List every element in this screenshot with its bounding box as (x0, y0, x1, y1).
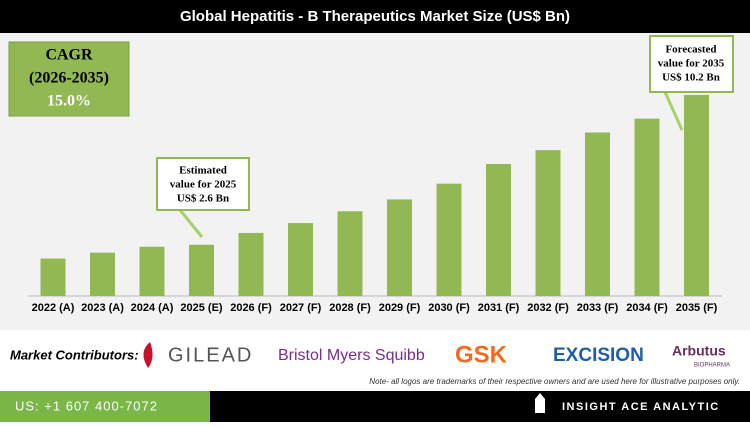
x-tick-label: 2034 (F) (626, 302, 668, 314)
bar (90, 252, 115, 296)
annotation-text: Forecasted (665, 44, 716, 56)
x-tick-label: 2030 (F) (428, 302, 470, 314)
bar (535, 150, 561, 296)
bar (337, 211, 363, 296)
bar (684, 95, 709, 296)
bar (238, 232, 264, 296)
x-tick-label: 2035 (F) (676, 302, 718, 314)
x-tick-label: 2032 (F) (527, 302, 569, 314)
x-tick-label: 2031 (F) (478, 302, 520, 314)
logo: BIOPHARMA (694, 363, 730, 369)
x-tick-label: 2025 (E) (180, 302, 223, 314)
value-label: US$ 2.6 Bn (177, 193, 229, 205)
bar (40, 258, 66, 296)
logo: EXCISION (553, 345, 644, 366)
logo: Arbutus (672, 343, 726, 359)
title-bar (0, 0, 750, 33)
x-tick-label: 2022 (A) (32, 302, 75, 314)
bar (139, 246, 165, 296)
bar (486, 163, 511, 296)
bar (189, 244, 214, 296)
value-label: US$ 10.2 Bn (662, 72, 720, 84)
annotation-box (649, 35, 734, 93)
cagr-label: (2026-2035) (29, 70, 109, 87)
chart-title: Global Hepatitis - B Therapeutics Market… (180, 8, 570, 25)
annotation-pointer (178, 209, 204, 238)
logo: GILEAD (168, 344, 253, 366)
x-tick-label: 2027 (F) (280, 302, 322, 314)
bar (585, 132, 610, 296)
bar (387, 199, 412, 296)
gilead-icon (143, 342, 153, 368)
x-tick-label: 2024 (A) (131, 302, 174, 314)
bar (436, 183, 462, 296)
annotation-text: Estimated (179, 165, 227, 177)
annotation-box (156, 157, 250, 211)
annotation-text: value for 2025 (170, 179, 237, 191)
x-tick-label: 2033 (F) (577, 302, 619, 314)
x-tick-label: 2029 (F) (379, 302, 421, 314)
cagr-box (8, 41, 130, 117)
note: Note- all logos are trademarks of their … (369, 377, 740, 386)
cagr-value: 15.0% (47, 93, 91, 110)
phone: US: +1 607 400-7072 (15, 398, 158, 413)
x-tick-label: 2023 (A) (81, 302, 124, 314)
contributors-label: Market Contributors: (10, 347, 139, 362)
annotation-pointer (663, 91, 684, 131)
x-tick-label: 2026 (F) (230, 302, 272, 314)
annotation-text: value for 2035 (658, 58, 725, 70)
x-tick-label: 2028 (F) (329, 302, 371, 314)
brand: INSIGHT ACE ANALYTIC (562, 401, 720, 413)
bar (288, 223, 313, 296)
cagr-label: CAGR (45, 47, 93, 64)
phone-box (0, 391, 210, 422)
brand-icon (535, 393, 545, 413)
logo: GSK (455, 341, 508, 368)
logo: Bristol Myers Squibb (278, 347, 425, 364)
bar (634, 118, 660, 296)
